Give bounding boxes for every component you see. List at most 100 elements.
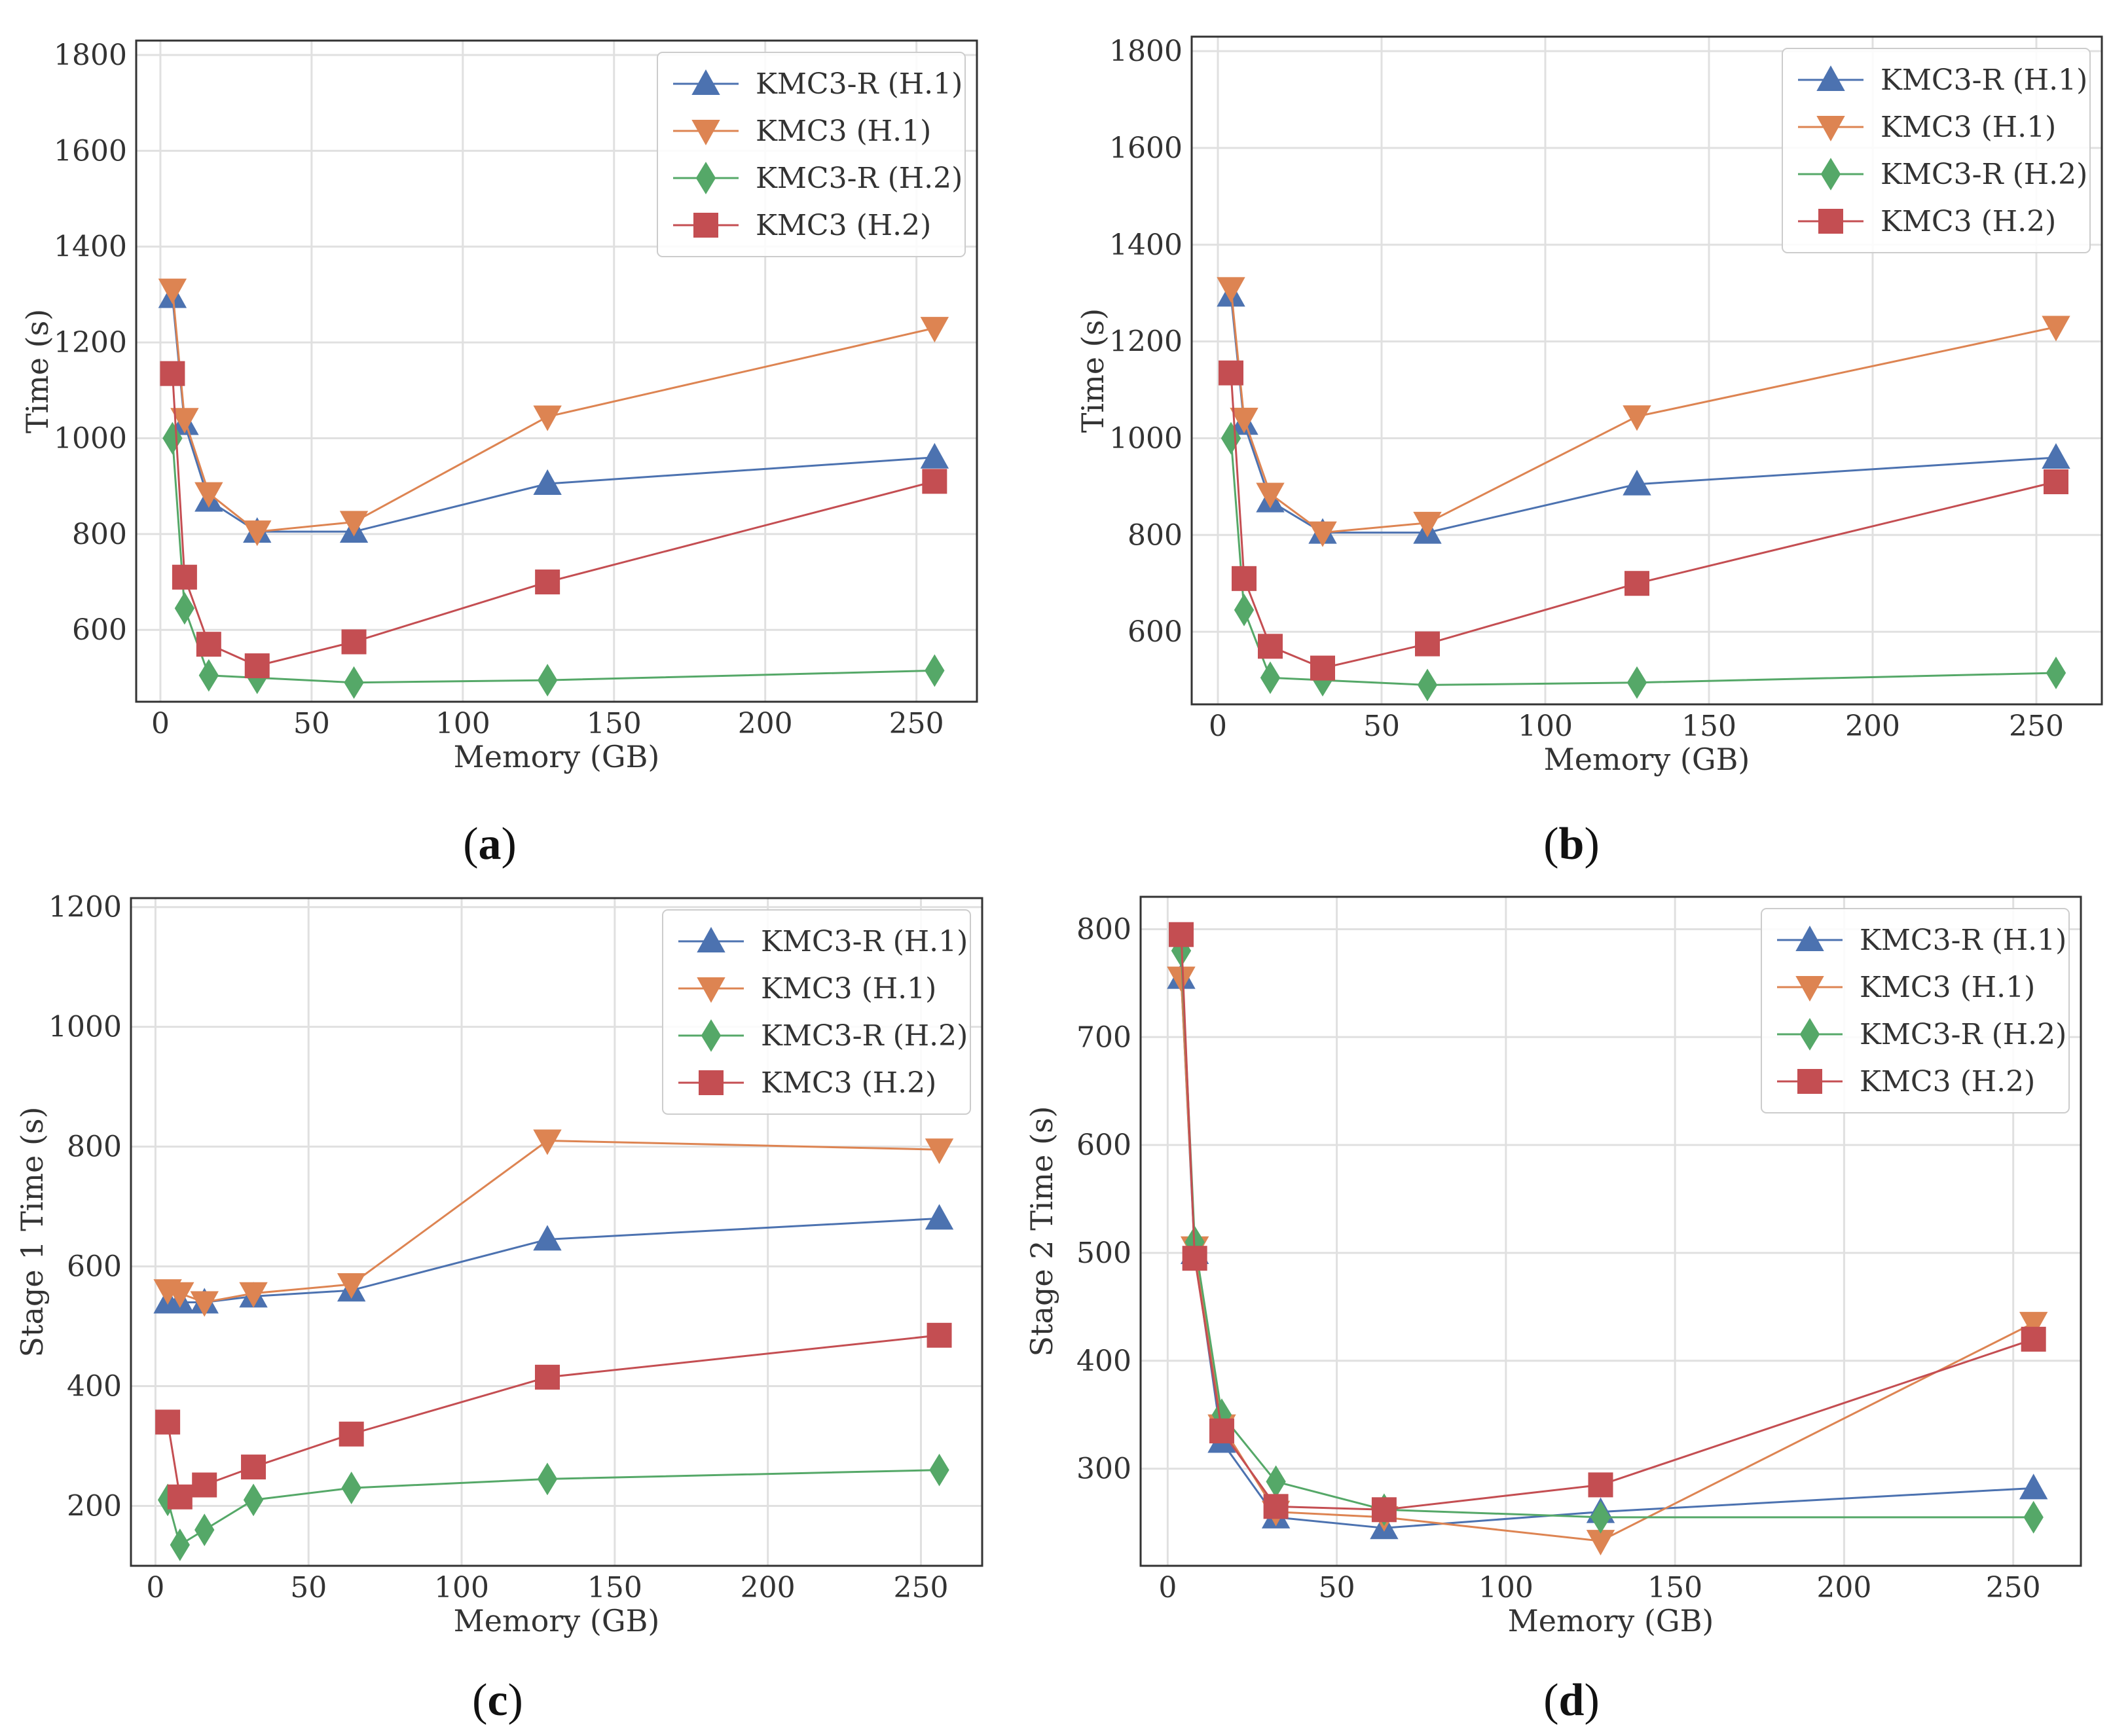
data-point bbox=[2044, 469, 2068, 494]
y-axis-label: Time (s) bbox=[20, 309, 55, 433]
series-kmc3_h1 bbox=[158, 278, 949, 547]
legend-marker bbox=[699, 1070, 724, 1095]
legend-item: KMC3-R (H.2) bbox=[678, 1019, 968, 1053]
plot-frame bbox=[130, 897, 983, 1567]
y-axis-label: Stage 2 Time (s) bbox=[1024, 1106, 1059, 1357]
series-kmc3_h1 bbox=[1217, 277, 2070, 547]
data-point bbox=[1230, 407, 1258, 433]
series-line bbox=[1230, 438, 2057, 686]
data-point bbox=[158, 278, 187, 304]
panel-label-close-paren: ) bbox=[1584, 1675, 1599, 1726]
legend-marker bbox=[695, 162, 716, 194]
y-tick-label: 300 bbox=[1076, 1453, 1131, 1486]
legend-label: KMC3-R (H.1) bbox=[1860, 924, 2066, 957]
y-tick-label: 600 bbox=[1128, 615, 1183, 649]
legend-marker bbox=[697, 926, 725, 952]
legend-label: KMC3-R (H.2) bbox=[756, 162, 963, 195]
legend: KMC3-R (H.1) KMC3 (H.1) KMC3-R (H.2) KMC3 (… bbox=[657, 52, 966, 257]
y-tick-label: 1400 bbox=[54, 230, 127, 264]
panel-label-letter: b bbox=[1559, 819, 1585, 869]
x-tick-label: 50 bbox=[293, 707, 330, 740]
data-point bbox=[190, 1291, 219, 1317]
legend-label: KMC3 (H.2) bbox=[756, 209, 931, 242]
data-point bbox=[1219, 360, 1243, 386]
y-tick-label: 1000 bbox=[48, 1011, 122, 1044]
legend: KMC3-R (H.1) KMC3 (H.1) KMC3-R (H.2) KMC3 (… bbox=[1782, 48, 2091, 253]
panel-label: (a) bbox=[463, 819, 517, 869]
data-point bbox=[1256, 482, 1285, 509]
legend-label: KMC3-R (H.2) bbox=[1860, 1018, 2066, 1051]
data-point bbox=[925, 1138, 954, 1165]
data-point bbox=[537, 1462, 558, 1496]
data-point bbox=[927, 1322, 952, 1348]
legend-marker bbox=[701, 1019, 722, 1052]
y-tick-label: 1000 bbox=[54, 422, 127, 455]
x-tick-label: 250 bbox=[2009, 710, 2064, 743]
y-tick-label: 1000 bbox=[1109, 422, 1183, 455]
legend: KMC3-R (H.1) KMC3 (H.1) KMC3-R (H.2) KMC3 (… bbox=[1761, 908, 2070, 1113]
x-axis-label: Memory (GB) bbox=[1544, 742, 1750, 777]
legend-item: KMC3-R (H.1) bbox=[678, 925, 968, 958]
x-tick-label: 50 bbox=[290, 1571, 327, 1604]
y-tick-label: 600 bbox=[1076, 1129, 1131, 1162]
y-tick-label: 600 bbox=[72, 613, 127, 647]
data-point bbox=[167, 1484, 193, 1510]
legend-label: KMC3 (H.1) bbox=[1881, 111, 2056, 144]
data-point bbox=[2021, 1326, 2046, 1352]
data-point bbox=[533, 469, 562, 495]
data-point bbox=[160, 361, 185, 386]
legend-label: KMC3 (H.1) bbox=[761, 972, 936, 1005]
panel-label-letter: a bbox=[479, 819, 502, 869]
data-point bbox=[1234, 593, 1255, 626]
data-point bbox=[2019, 1474, 2048, 1500]
legend-label: KMC3 (H.1) bbox=[1860, 971, 2035, 1004]
x-tick-label: 150 bbox=[1681, 710, 1736, 743]
data-point bbox=[1626, 666, 1647, 699]
x-axis-label: Memory (GB) bbox=[454, 1603, 660, 1638]
data-point bbox=[533, 405, 562, 431]
data-point bbox=[925, 1204, 954, 1230]
y-axis-label: Stage 1 Time (s) bbox=[14, 1107, 50, 1358]
legend-item: KMC3 (H.1) bbox=[678, 972, 936, 1005]
x-tick-label: 250 bbox=[1986, 1571, 2041, 1604]
y-tick-label: 500 bbox=[1076, 1237, 1131, 1270]
x-tick-label: 50 bbox=[1319, 1571, 1355, 1604]
data-point bbox=[192, 1472, 217, 1498]
data-point bbox=[244, 653, 270, 679]
legend-item: KMC3 (H.1) bbox=[673, 115, 931, 148]
legend-marker bbox=[1816, 116, 1845, 142]
legend-item: KMC3-R (H.2) bbox=[1798, 158, 2087, 191]
legend-marker bbox=[691, 120, 720, 146]
x-tick-label: 150 bbox=[1647, 1571, 1702, 1604]
data-point bbox=[166, 1282, 194, 1308]
panel-label: (b) bbox=[1543, 819, 1600, 869]
panel-label-open-paren: ( bbox=[1543, 1675, 1558, 1726]
y-tick-label: 800 bbox=[1076, 913, 1131, 946]
legend-item: KMC3 (H.2) bbox=[673, 209, 931, 242]
y-tick-label: 800 bbox=[72, 518, 127, 551]
x-tick-label: 0 bbox=[1209, 710, 1227, 743]
data-point bbox=[533, 1129, 562, 1155]
data-point bbox=[243, 1483, 264, 1517]
y-tick-label: 800 bbox=[67, 1130, 122, 1164]
legend-marker bbox=[1795, 976, 1824, 1002]
series-kmc3_h2 bbox=[160, 361, 947, 679]
data-point bbox=[172, 564, 197, 590]
data-point bbox=[1258, 634, 1283, 659]
panel-label-open-paren: ( bbox=[1543, 819, 1558, 869]
data-point bbox=[155, 1409, 181, 1435]
legend-item: KMC3 (H.2) bbox=[1777, 1065, 2035, 1098]
y-tick-label: 800 bbox=[1128, 518, 1183, 552]
data-point bbox=[1590, 1500, 1611, 1534]
x-tick-label: 150 bbox=[587, 707, 642, 740]
data-point bbox=[925, 654, 945, 687]
data-point bbox=[239, 1282, 268, 1308]
x-tick-label: 100 bbox=[434, 1571, 489, 1604]
x-tick-label: 250 bbox=[893, 1571, 948, 1604]
legend-marker bbox=[1799, 1018, 1820, 1051]
y-tick-label: 1400 bbox=[1109, 228, 1183, 262]
x-tick-label: 0 bbox=[146, 1571, 164, 1604]
legend-item: KMC3 (H.2) bbox=[678, 1066, 936, 1100]
legend-item: KMC3 (H.1) bbox=[1798, 111, 2056, 144]
